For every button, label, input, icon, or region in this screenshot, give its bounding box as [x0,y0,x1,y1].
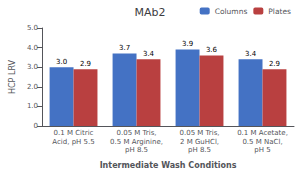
svg-text:3.4: 3.4 [245,50,257,58]
svg-text:3.6: 3.6 [206,46,218,54]
svg-text:2.9: 2.9 [80,60,91,68]
svg-text:0: 0 [34,122,38,130]
svg-text:0.5 M NaCl,: 0.5 M NaCl, [242,138,282,146]
svg-text:0.05 M Tris,: 0.05 M Tris, [117,129,157,137]
svg-text:Plates: Plates [268,7,291,16]
svg-text:2.9: 2.9 [269,60,280,68]
svg-text:3.0: 3.0 [27,63,38,71]
svg-text:5.0: 5.0 [27,24,38,32]
svg-text:pH 8.5: pH 8.5 [188,146,211,154]
svg-text:HCP LRV: HCP LRV [8,59,17,94]
svg-text:3.4: 3.4 [143,50,155,58]
svg-text:Columns: Columns [215,7,248,16]
svg-text:pH 8.5: pH 8.5 [125,146,148,154]
svg-text:Acid, pH 5.5: Acid, pH 5.5 [52,138,94,146]
svg-text:4.0: 4.0 [27,44,38,52]
svg-text:2 M GuHCl,: 2 M GuHCl, [180,138,219,146]
svg-text:0.05 M Tris,: 0.05 M Tris, [179,129,219,137]
svg-text:MAb2: MAb2 [135,6,166,19]
svg-text:2.0: 2.0 [27,83,38,91]
svg-text:0.1 M Acetate,: 0.1 M Acetate, [237,129,288,137]
svg-text:3.7: 3.7 [119,44,130,52]
svg-text:3.9: 3.9 [182,40,193,48]
svg-text:pH 5: pH 5 [254,146,270,154]
svg-text:0.5 M Arginine,: 0.5 M Arginine, [110,138,163,146]
svg-text:0.1 M Citric: 0.1 M Citric [54,129,94,137]
svg-text:Intermediate Wash Conditions: Intermediate Wash Conditions [100,161,237,170]
svg-text:3.0: 3.0 [56,58,67,66]
svg-text:1.0: 1.0 [27,102,38,110]
